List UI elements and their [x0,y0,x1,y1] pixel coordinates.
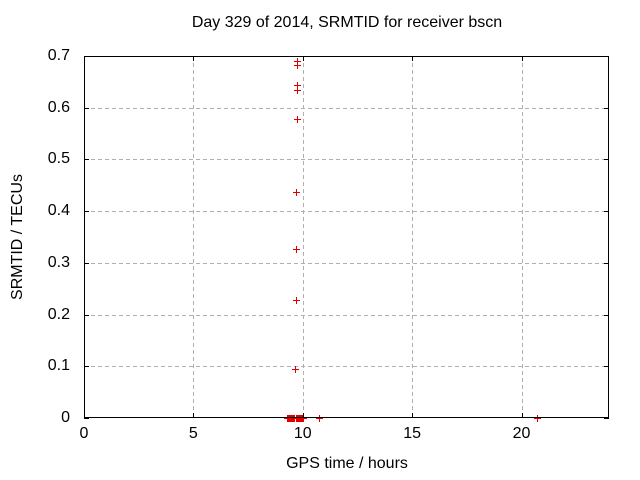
x-tick [193,56,195,61]
y-tick [604,159,609,161]
y-tick [604,314,609,316]
chart-title: Day 329 of 2014, SRMTID for receiver bsc… [191,14,503,31]
x-tick-label: 20 [512,425,531,442]
x-gridline [193,56,195,418]
y-tick-label: 0.5 [47,150,70,168]
y-tick [84,314,89,316]
x-tick-label: 15 [403,425,422,442]
y-axis-label: SRMTID / TECUs [9,174,26,300]
x-gridline [302,56,304,418]
y-tick-label: 0 [61,409,70,426]
y-tick [604,262,609,264]
x-tick-label: 10 [293,425,312,442]
x-tick [84,56,85,61]
x-tick [521,413,523,418]
x-tick [521,56,523,61]
x-tick [84,413,85,418]
y-tick [604,107,609,109]
data-point-marker [293,57,301,65]
y-gridline [84,211,609,213]
y-tick [84,107,89,109]
data-point-marker [316,414,324,422]
data-point-marker [293,81,301,89]
x-tick [302,56,304,61]
data-point-marker [293,86,301,94]
y-tick-label: 0.6 [47,98,70,116]
y-tick [604,418,609,419]
y-tick [84,159,89,161]
y-tick [604,56,609,57]
y-tick [84,56,89,57]
y-tick [84,262,89,264]
plot-area [84,56,609,422]
data-point-marker [293,116,301,124]
y-tick [84,211,89,213]
data-point-marker [293,297,301,305]
data-point-marker [293,246,301,254]
y-gridline [84,159,609,161]
plot-border [84,56,609,418]
x-tick [412,56,414,61]
y-tick-label: 0.1 [47,357,70,375]
y-tick-label: 0.2 [47,305,70,323]
y-gridline [84,314,609,316]
y-tick-label: 0.4 [47,202,70,220]
y-gridline [84,262,609,264]
x-tick [193,413,195,418]
y-tick [604,211,609,213]
y-gridline [84,107,609,109]
x-gridline [521,56,523,418]
x-gridline [412,56,414,418]
data-point-marker [292,366,300,374]
data-point-marker [534,414,542,422]
y-tick [84,418,89,419]
x-tick [302,413,304,418]
y-gridline [84,366,609,368]
y-tick-label: 0.3 [47,253,70,271]
data-point-marker [292,189,300,197]
x-tick-label: 5 [188,425,198,442]
y-tick [84,366,89,368]
y-tick [604,366,609,368]
y-tick-label: 0.7 [47,47,70,64]
x-tick-label: 0 [79,425,89,442]
data-point-marker [300,414,308,422]
x-tick [412,413,414,418]
data-point-marker [293,62,301,70]
x-axis-label: GPS time / hours [286,455,408,472]
